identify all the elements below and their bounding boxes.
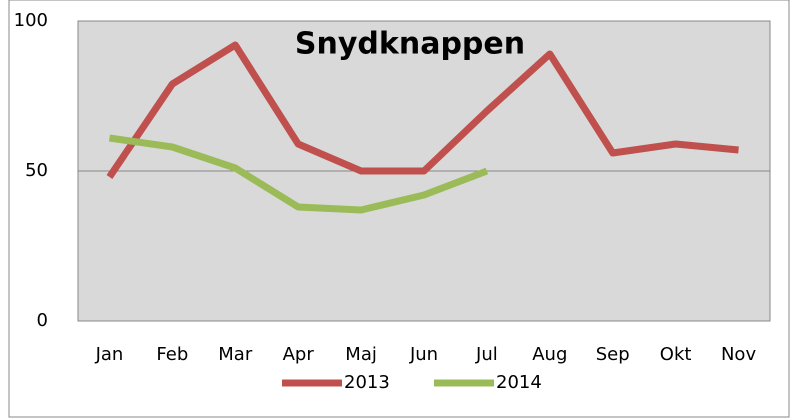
y-tick-label: 0 — [37, 310, 48, 331]
x-tick-label: Nov — [721, 344, 756, 365]
chart-title: Snydknappen — [295, 27, 525, 62]
x-tick-label: Sep — [596, 344, 630, 365]
data-line — [108, 134, 489, 214]
x-tick-label: Feb — [156, 344, 188, 365]
x-tick-label: Okt — [660, 344, 692, 365]
x-tick-label: Aug — [532, 344, 567, 365]
x-tick-label: Jul — [475, 344, 498, 365]
data-line — [106, 41, 739, 179]
y-tick-label: 50 — [25, 160, 48, 181]
x-tick-label: Jan — [95, 344, 124, 365]
x-tick-label: Jun — [409, 344, 438, 365]
x-tick-label: Apr — [283, 344, 315, 365]
x-tick-label: Mar — [218, 344, 253, 365]
x-tick-label: Maj — [345, 344, 377, 365]
legend-label: 2013 — [344, 372, 390, 393]
legend-label: 2014 — [496, 372, 542, 393]
y-tick-label: 100 — [14, 10, 48, 31]
